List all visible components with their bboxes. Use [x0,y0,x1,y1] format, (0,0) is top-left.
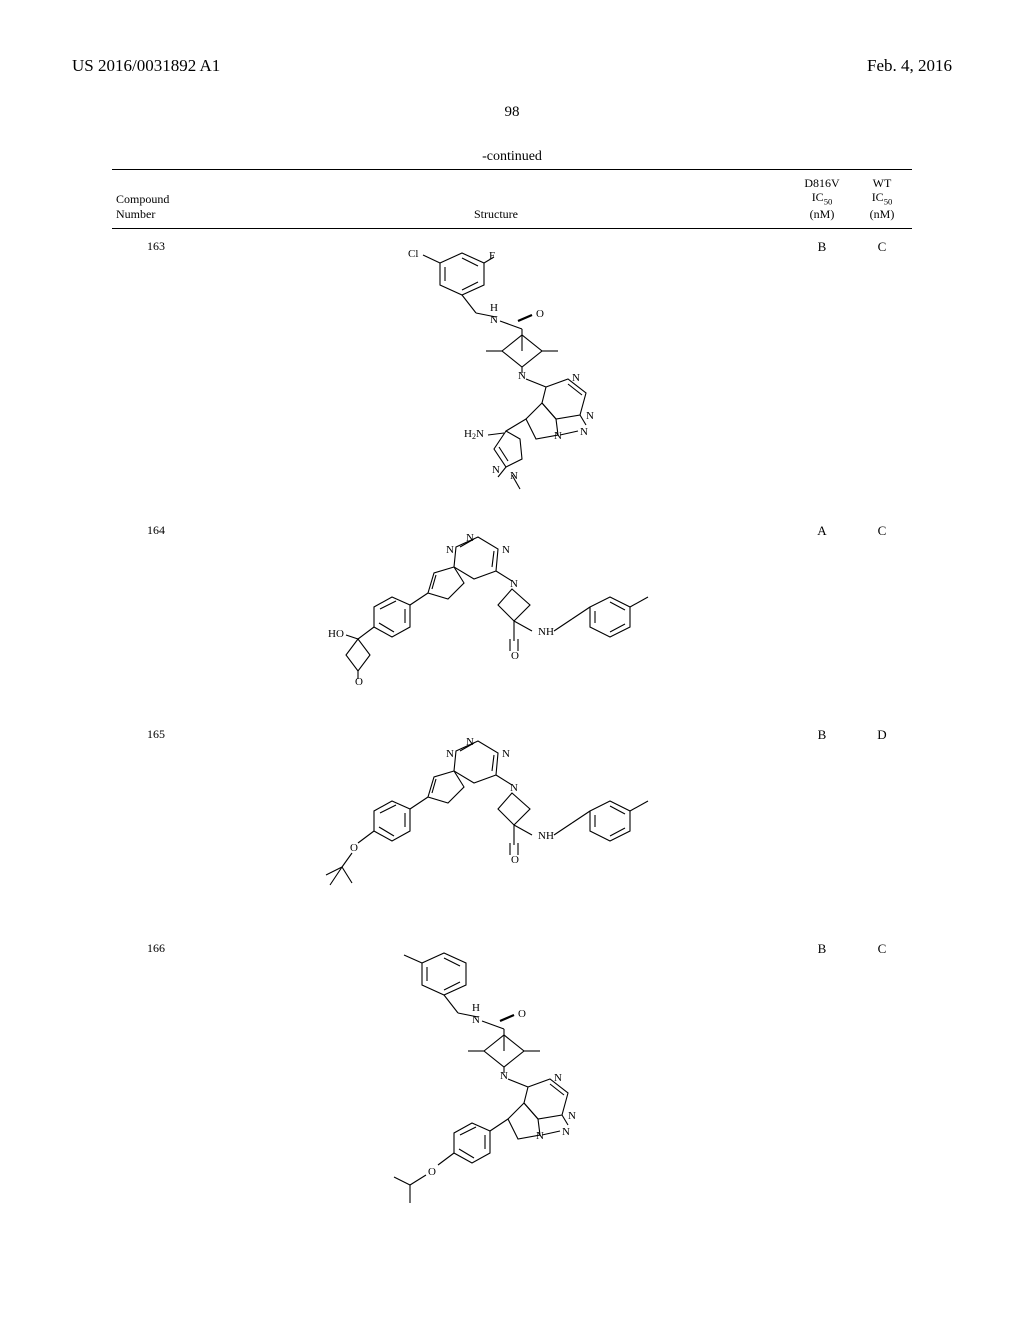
d816v-value: B [792,931,852,1235]
atom-n: N [562,1126,570,1138]
table-row: 163 Cl F [112,228,912,513]
atom-nh: NH [538,626,554,638]
wt-value: D [852,717,912,931]
atom-h: H [472,1002,480,1014]
atom-n: N [510,578,518,590]
atom-n: N [554,1072,562,1084]
atom-o: O [511,854,519,866]
table-row: 166 H [112,931,912,1235]
continued-label: -continued [112,149,912,165]
structure-163: Cl F H N [346,239,646,499]
atom-n: N [580,426,588,438]
atom-o: O [511,650,519,662]
publication-date: Feb. 4, 2016 [867,56,952,76]
atom-o: O [355,676,363,688]
atom-n: N [490,314,498,326]
structure-cell: Cl F H N [200,228,792,513]
atom-cl: Cl [408,248,418,260]
d816v-value: B [792,228,852,513]
d816v-value: A [792,513,852,717]
compound-table: -continued Compound Number Structure D81… [112,149,912,1235]
atom-n: N [492,464,500,476]
atom-n: N [586,410,594,422]
compound-number: 163 [112,228,200,513]
atom-n: N [554,430,562,442]
table-row: 164 N N N [112,513,912,717]
atom-f: F [489,250,495,262]
page-number: 98 [0,104,1024,121]
structure-cell: N N N [200,513,792,717]
atom-o: O [350,842,358,854]
wt-value: C [852,513,912,717]
atom-h: H [490,302,498,314]
atom-n: N [572,372,580,384]
data-table: Compound Number Structure D816VIC50(nM) … [112,169,912,1235]
atom-n: N [510,470,518,482]
atom-n: N [502,544,510,556]
compound-number: 166 [112,931,200,1235]
atom-n: N [510,782,518,794]
atom-o: O [518,1008,526,1020]
structure-cell: N N N [200,717,792,931]
structure-cell: H N O N [200,931,792,1235]
wt-value: C [852,228,912,513]
atom-h2n: H2N [464,428,484,441]
atom-n: N [472,1014,480,1026]
atom-o: O [536,308,544,320]
publication-number: US 2016/0031892 A1 [72,56,220,76]
wt-value: C [852,931,912,1235]
atom-ho: HO [328,628,344,640]
structure-166: H N O N [346,941,646,1221]
col-wt-ic50: WTIC50(nM) [852,170,912,228]
atom-n: N [502,748,510,760]
structure-164: N N N [306,523,686,703]
compound-number: 164 [112,513,200,717]
col-compound-number: Compound Number [112,170,200,228]
col-structure: Structure [200,170,792,228]
d816v-value: B [792,717,852,931]
structure-165: N N N [306,727,686,917]
atom-nh: NH [538,830,554,842]
atom-n: N [446,544,454,556]
atom-n: N [446,748,454,760]
compound-number: 165 [112,717,200,931]
col-d816v-ic50: D816VIC50(nM) [792,170,852,228]
table-row: 165 N N N [112,717,912,931]
atom-n: N [568,1110,576,1122]
page-header: US 2016/0031892 A1 Feb. 4, 2016 [0,0,1024,76]
atom-n: N [536,1130,544,1142]
atom-o: O [428,1166,436,1178]
